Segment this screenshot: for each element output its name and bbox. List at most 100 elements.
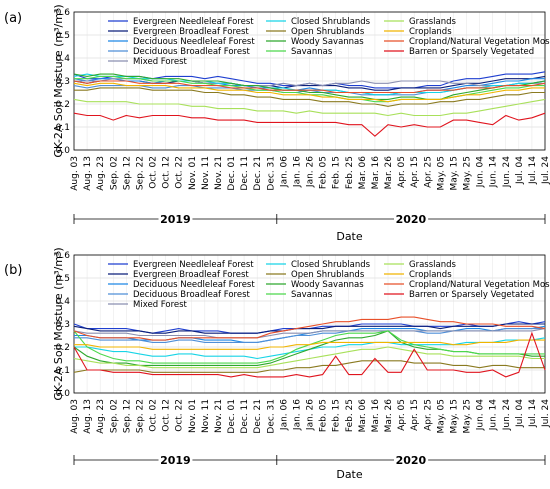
year-label-2020: 2020: [396, 454, 427, 467]
legend-label: Croplands: [409, 270, 452, 280]
x-tick-label: Jan. 16: [292, 399, 302, 431]
legend-label: Closed Shrublands: [291, 17, 371, 27]
x-tick-label: Apr. 25: [423, 399, 433, 431]
x-tick-label: Feb. 05: [319, 399, 329, 432]
legend-label: Croplands: [409, 27, 452, 37]
y-axis-label: GK-2A Soil Moisture (m³/m³): [52, 4, 65, 157]
y-tick-label: 0.4: [56, 54, 71, 64]
legend-label: Woody Savannas: [291, 37, 364, 47]
year-label-2020: 2020: [396, 213, 427, 226]
x-tick-label: Jan. 06: [279, 399, 289, 431]
legend-label: Open Shrublands: [291, 27, 365, 37]
x-tick-label: Jul. 24: [541, 399, 550, 428]
x-tick-label: Dec. 11: [240, 399, 250, 434]
x-tick-label: Dec. 31: [266, 156, 276, 191]
legend-label: Deciduous Broadleaf Forest: [133, 47, 251, 57]
x-tick-label: Jan. 06: [279, 156, 289, 188]
x-tick-label: Mar. 16: [371, 156, 381, 190]
x-tick-label: Feb. 25: [345, 156, 355, 189]
y-tick-label: 0.6: [56, 251, 71, 261]
x-tick-label: Dec. 01: [227, 156, 237, 191]
series-line-10: [74, 339, 545, 350]
x-tick-label: Apr. 15: [410, 399, 420, 431]
y-tick-label: 0.3: [56, 320, 70, 330]
y-tick-label: 0.0: [56, 389, 71, 399]
legend-label: Savannas: [291, 47, 333, 57]
x-tick-label: Mar. 06: [358, 156, 368, 190]
y-tick-label: 0.4: [56, 297, 71, 307]
x-tick-label: Sep. 02: [109, 399, 119, 433]
legend-label: Cropland/Natural Vegetation Mosaic: [409, 37, 550, 47]
series-line-12: [73, 112, 546, 137]
x-tick-label: Jun. 24: [502, 399, 512, 432]
x-tick-label: Dec. 21: [253, 399, 263, 434]
x-tick-label: Apr. 15: [410, 156, 420, 188]
x-tick-label: Jul. 14: [528, 399, 538, 428]
series-line-1: [73, 323, 545, 334]
x-tick-label: Nov. 11: [201, 156, 211, 190]
x-tick-label: Sep. 02: [109, 156, 119, 190]
panel-label: (b): [4, 263, 22, 278]
legend-label: Grasslands: [409, 260, 457, 270]
x-tick-label: Apr. 05: [397, 156, 407, 188]
legend-label: Savannas: [291, 290, 333, 300]
x-tick-label: Dec. 11: [240, 156, 250, 191]
x-tick-label: Sep. 12: [122, 156, 132, 190]
x-tick-label: Jul. 04: [515, 156, 525, 185]
chart-panel-1: (b) 0.0 0.1 0.2 0.3 0.4 0.5 0.6GK-2A Soil Moist…: [4, 247, 550, 481]
series-line-7: [73, 73, 546, 100]
x-tick-label: Nov. 21: [214, 399, 224, 433]
x-tick-label: Oct. 12: [162, 156, 172, 189]
x-tick-label: Nov. 21: [214, 156, 224, 190]
legend-label: Evergreen Needleleaf Forest: [133, 260, 254, 270]
legend-label: Deciduous Needleleaf Forest: [133, 280, 255, 290]
x-tick-label: Jun. 24: [502, 156, 512, 189]
x-tick-label: Dec. 01: [227, 399, 237, 434]
legend-label: Barren or Sparsely Vegetated: [409, 47, 534, 57]
legend-label: Barren or Sparsely Vegetated: [409, 290, 534, 300]
series-line-9: [73, 346, 545, 369]
y-tick-label: 0.2: [56, 343, 70, 353]
x-tick-label: Oct. 02: [149, 156, 159, 189]
legend-label: Evergreen Broadleaf Forest: [133, 270, 249, 280]
y-tick-label: 0.2: [56, 100, 70, 110]
x-tick-label: Jan. 16: [292, 156, 302, 188]
x-tick-label: Nov. 11: [201, 399, 211, 433]
x-tick-label: Oct. 12: [162, 399, 172, 432]
x-tick-label: May. 15: [449, 156, 459, 191]
x-tick-label: Feb. 25: [345, 399, 355, 432]
x-tick-label: Sep. 22: [135, 156, 145, 190]
y-axis-label: GK-2A Soil Moisture (m³/m³): [52, 247, 65, 400]
x-tick-label: Feb. 15: [332, 399, 342, 432]
x-tick-label: May. 25: [463, 399, 473, 434]
legend-label: Deciduous Broadleaf Forest: [133, 290, 251, 300]
series-line-4: [73, 328, 546, 339]
x-tick-label: Jul. 14: [528, 156, 538, 185]
y-tick-label: 0.3: [56, 77, 70, 87]
y-tick-label: 0.0: [56, 146, 71, 156]
legend-label: Cropland/Natural Vegetation Mosaic: [409, 280, 550, 290]
y-tick-label: 0.6: [56, 8, 71, 18]
series-line-6: [73, 360, 545, 373]
x-tick-label: Jan. 26: [306, 156, 316, 188]
series-line-11: [73, 80, 546, 94]
x-tick-label: Feb. 05: [319, 156, 329, 189]
year-label-2019: 2019: [160, 454, 191, 467]
x-axis-label: Date: [336, 468, 363, 481]
x-tick-label: Jul. 04: [515, 399, 525, 428]
y-tick-label: 0.1: [56, 123, 70, 133]
x-tick-label: Mar. 26: [384, 156, 394, 190]
x-tick-label: Mar. 16: [371, 399, 381, 433]
x-tick-label: Aug. 03: [70, 399, 80, 434]
x-tick-label: Jun. 14: [489, 399, 499, 432]
series-line-11: [73, 316, 546, 341]
x-tick-label: May. 05: [436, 156, 446, 191]
x-tick-label: Oct. 22: [175, 156, 185, 189]
x-tick-label: Jun. 04: [476, 399, 486, 432]
legend-label: Deciduous Needleleaf Forest: [133, 37, 255, 47]
legend-label: Mixed Forest: [133, 300, 188, 310]
x-tick-label: Aug. 03: [70, 156, 80, 191]
series-line-6: [74, 87, 545, 107]
x-axis-label: Date: [336, 230, 363, 243]
